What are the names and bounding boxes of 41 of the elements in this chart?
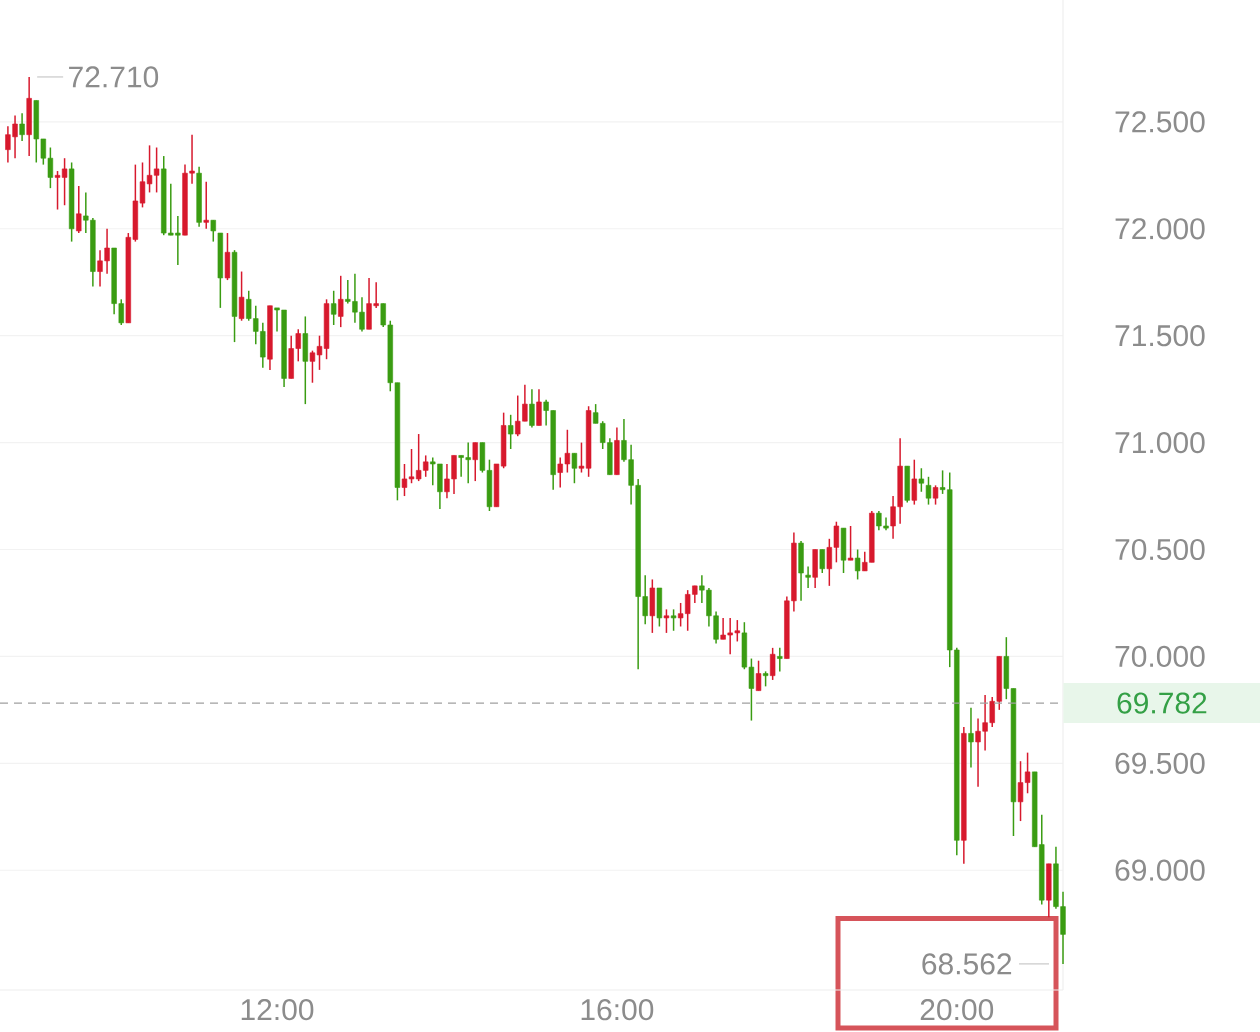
y-tick-label: 71.000 [1115,431,1205,454]
candlestick [571,452,578,484]
candlestick [338,275,344,328]
candlestick [777,647,783,673]
ref-line-label: 69.782 [1117,692,1207,714]
y-tick-label: 72.500 [1115,111,1205,133]
x-tick-label: 20:00 [920,999,994,1021]
candlestick [331,290,337,326]
candlestick [925,476,932,506]
candlestick [819,548,825,574]
candlestick [508,414,514,450]
y-tick-label: 69.500 [1115,752,1205,774]
candlestick [663,608,670,634]
candlestick [536,388,542,427]
candlestick [918,467,925,493]
annotation: 72.710 [69,66,159,88]
candlestick [847,525,854,561]
candlestick [968,706,974,769]
y-tick-label: 70.500 [1115,538,1205,561]
candlestick [805,565,811,589]
candlestick [529,388,535,429]
y-tick-label: 70.000 [1115,645,1205,668]
candlestick [210,219,216,243]
candlestick [755,659,762,692]
annotation: 68.562 [922,953,1012,975]
candlestick [854,548,861,581]
candlestick [911,458,917,506]
candlestick [76,185,82,234]
candlestick [670,608,677,632]
y-tick-label: 71.500 [1115,325,1205,347]
candlestick [769,647,776,681]
y-tick-label: 72.000 [1115,218,1205,240]
candlestick [472,441,478,482]
x-tick-label: 16:00 [581,999,654,1021]
candlestick [203,180,209,230]
y-tick-label: 69.000 [1115,859,1205,881]
candlestick [578,441,585,474]
candlestick [932,484,939,506]
x-tick-label: 12:00 [241,999,314,1021]
candlestick [238,270,245,322]
candlestick [19,112,25,142]
